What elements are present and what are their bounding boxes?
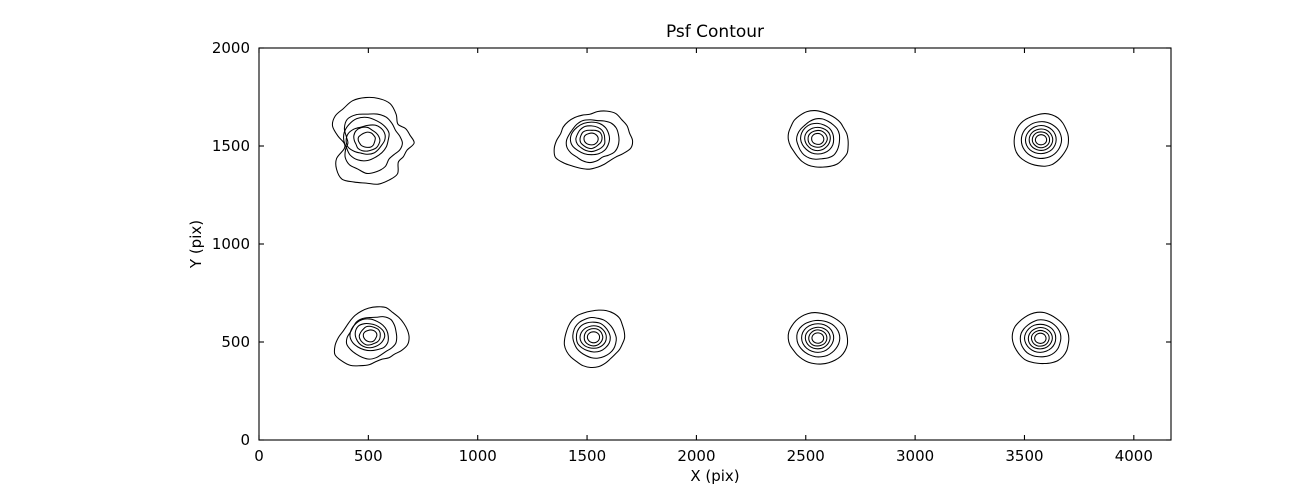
y-tick-label: 1500 (212, 137, 250, 155)
contour-level-5 (1034, 134, 1048, 146)
contour-level-5 (811, 132, 825, 145)
x-tick-label: 500 (354, 447, 383, 465)
contour-level-3 (804, 126, 831, 152)
contour-level-4 (808, 329, 828, 347)
psf-contour-group (1013, 113, 1070, 167)
x-tick-label: 4000 (1115, 447, 1153, 465)
y-axis-ticks: 0 500 1000 1500 2000 (212, 39, 1171, 449)
contour-level-4 (358, 325, 381, 346)
contour-level-4 (583, 328, 604, 347)
contour-level-3 (579, 325, 607, 349)
contour-level-4 (1031, 131, 1051, 149)
contour-level-3 (575, 125, 606, 153)
contour-level-3 (804, 326, 831, 350)
contour-level-4 (1030, 329, 1050, 347)
y-tick-label: 0 (240, 431, 250, 449)
contour-level-5 (362, 329, 378, 343)
contour-level-0 (333, 306, 410, 367)
contour-level-0 (787, 110, 849, 168)
contour-level-3 (354, 322, 386, 349)
psf-contour-group (563, 309, 626, 369)
contour-level-1 (796, 118, 841, 160)
x-axis-ticks: 0 500 1000 1500 2000 2500 3000 3500 4000 (254, 48, 1153, 465)
contour-level-2 (349, 318, 389, 352)
contour-level-4 (353, 126, 381, 152)
contour-level-2 (569, 121, 611, 156)
x-tick-label: 0 (254, 447, 264, 465)
contour-level-0 (1011, 311, 1070, 365)
psf-contour-group (1011, 311, 1070, 365)
contour-level-1 (343, 113, 403, 175)
contour-level-0 (563, 309, 626, 369)
y-tick-label: 500 (221, 333, 250, 351)
contour-level-1 (1019, 319, 1062, 358)
contour-level-5 (1034, 332, 1047, 344)
contour-level-1 (345, 316, 398, 360)
contour-level-1 (1020, 121, 1063, 159)
contour-level-2 (1024, 124, 1057, 155)
contour-layer (331, 96, 1070, 369)
contour-level-4 (807, 129, 828, 148)
contour-level-2 (800, 122, 835, 155)
contour-level-1 (572, 316, 617, 359)
y-tick-label: 1000 (212, 235, 250, 253)
chart-title: Psf Contour (666, 22, 764, 42)
psf-contour-group (331, 96, 415, 185)
x-axis-label: X (pix) (690, 467, 739, 485)
y-tick-label: 2000 (212, 39, 250, 57)
contour-level-3 (1028, 128, 1054, 151)
contour-level-2 (801, 323, 835, 353)
contour-level-1 (796, 319, 841, 358)
x-tick-label: 1500 (568, 447, 606, 465)
contour-level-2 (343, 116, 390, 162)
contour-level-0 (787, 312, 849, 365)
contour-level-1 (565, 119, 620, 164)
contour-level-2 (575, 321, 611, 353)
contour-level-2 (1023, 323, 1057, 353)
x-tick-label: 1000 (459, 447, 497, 465)
psf-contour-group (553, 110, 634, 170)
psf-contour-group (787, 110, 849, 168)
x-tick-label: 3000 (896, 447, 934, 465)
psf-contour-group (333, 306, 410, 367)
contour-level-5 (357, 131, 376, 148)
contour-level-5 (583, 132, 599, 146)
x-tick-label: 3500 (1005, 447, 1043, 465)
x-tick-label: 2000 (677, 447, 715, 465)
contour-level-5 (586, 331, 601, 344)
contour-level-0 (553, 110, 634, 170)
x-tick-label: 2500 (787, 447, 825, 465)
contour-level-4 (579, 129, 603, 150)
y-axis-label: Y (pix) (187, 220, 205, 269)
psf-contour-group (787, 312, 849, 365)
contour-level-3 (1027, 326, 1053, 350)
contour-level-0 (1013, 113, 1070, 167)
contour-level-3 (345, 124, 386, 155)
contour-level-5 (811, 332, 825, 344)
